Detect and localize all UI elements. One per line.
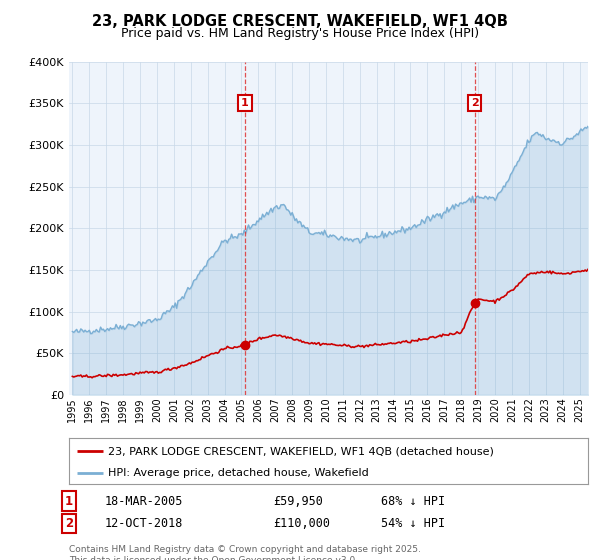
Text: Contains HM Land Registry data © Crown copyright and database right 2025.
This d: Contains HM Land Registry data © Crown c… [69, 545, 421, 560]
Text: 54% ↓ HPI: 54% ↓ HPI [381, 517, 445, 530]
Text: £110,000: £110,000 [273, 517, 330, 530]
Text: £59,950: £59,950 [273, 494, 323, 508]
Text: 12-OCT-2018: 12-OCT-2018 [105, 517, 184, 530]
Text: 2: 2 [470, 98, 478, 108]
Text: Price paid vs. HM Land Registry's House Price Index (HPI): Price paid vs. HM Land Registry's House … [121, 27, 479, 40]
Text: 1: 1 [65, 494, 73, 508]
Text: 2: 2 [65, 517, 73, 530]
Text: 23, PARK LODGE CRESCENT, WAKEFIELD, WF1 4QB: 23, PARK LODGE CRESCENT, WAKEFIELD, WF1 … [92, 14, 508, 29]
Text: 1: 1 [241, 98, 249, 108]
Text: HPI: Average price, detached house, Wakefield: HPI: Average price, detached house, Wake… [108, 468, 368, 478]
Text: 68% ↓ HPI: 68% ↓ HPI [381, 494, 445, 508]
Text: 23, PARK LODGE CRESCENT, WAKEFIELD, WF1 4QB (detached house): 23, PARK LODGE CRESCENT, WAKEFIELD, WF1 … [108, 446, 494, 456]
Text: 18-MAR-2005: 18-MAR-2005 [105, 494, 184, 508]
